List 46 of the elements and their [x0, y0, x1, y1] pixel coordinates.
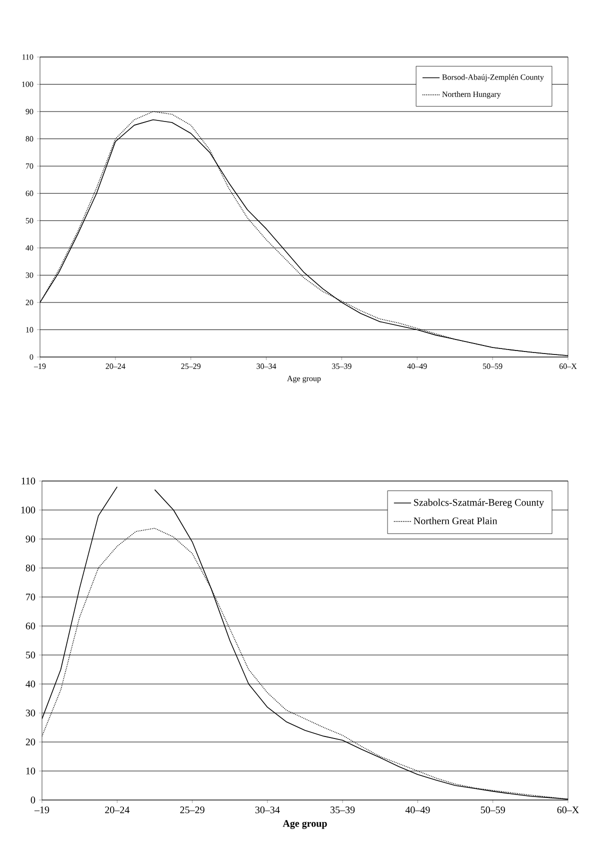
x-axis-title: Age group — [287, 376, 321, 383]
y-tick-label: 70 — [26, 163, 34, 169]
x-tick-label: 20–24 — [106, 364, 126, 369]
y-tick-label: 60 — [26, 190, 34, 196]
y-tick-label: 10 — [26, 768, 36, 774]
y-tick-label: 40 — [26, 680, 36, 688]
x-tick-label: 25–29 — [180, 806, 204, 814]
y-tick-label: 20 — [26, 738, 36, 746]
y-tick-label: 50 — [26, 652, 36, 658]
y-tick-label: 30 — [26, 272, 34, 278]
y-tick-label: 80 — [26, 564, 36, 572]
y-tick-label: 70 — [26, 594, 36, 600]
x-tick-label: 30–34 — [256, 364, 276, 369]
x-tick-label: 60–X — [557, 806, 579, 814]
x-tick-label: 50–59 — [480, 806, 505, 814]
y-tick-label: 50 — [26, 218, 34, 224]
y-tick-label: 0 — [30, 796, 36, 804]
x-tick-label: 35–39 — [332, 364, 352, 369]
x-tick-label: 50–59 — [483, 364, 502, 369]
legend-label: Northern Great Plain — [414, 517, 498, 524]
x-tick-label: 40–49 — [405, 806, 430, 814]
x-tick-label: 30–34 — [255, 806, 280, 814]
y-tick-label: 100 — [22, 82, 34, 87]
y-tick-label: 90 — [26, 536, 36, 542]
y-tick-label: 80 — [26, 136, 34, 142]
x-tick-label: 20–24 — [105, 806, 130, 814]
y-tick-label: 20 — [26, 300, 34, 306]
legend-label: Northern Hungary — [442, 91, 501, 99]
legend-label: Borsod-Abaúj-Zemplén County — [442, 74, 544, 82]
x-tick-label: –19 — [34, 806, 50, 814]
y-tick-label: 90 — [26, 108, 34, 114]
y-tick-label: 0 — [30, 354, 34, 360]
x-tick-label: –19 — [34, 364, 46, 369]
y-tick-label: 30 — [26, 710, 36, 716]
y-tick-label: 110 — [22, 478, 36, 484]
x-tick-label: 60–X — [559, 364, 577, 369]
y-tick-label: 100 — [21, 506, 36, 514]
x-tick-label: 40–49 — [407, 364, 427, 369]
y-tick-label: 110 — [22, 54, 34, 60]
x-axis-title: Age group — [282, 820, 327, 829]
y-tick-label: 60 — [26, 622, 36, 630]
x-tick-label: 35–39 — [330, 806, 355, 814]
x-tick-label: 25–29 — [181, 364, 201, 369]
y-tick-label: 10 — [26, 327, 34, 332]
legend-label: Szabolcs-Szatmár-Bereg County — [414, 498, 544, 508]
y-tick-label: 40 — [26, 245, 34, 251]
